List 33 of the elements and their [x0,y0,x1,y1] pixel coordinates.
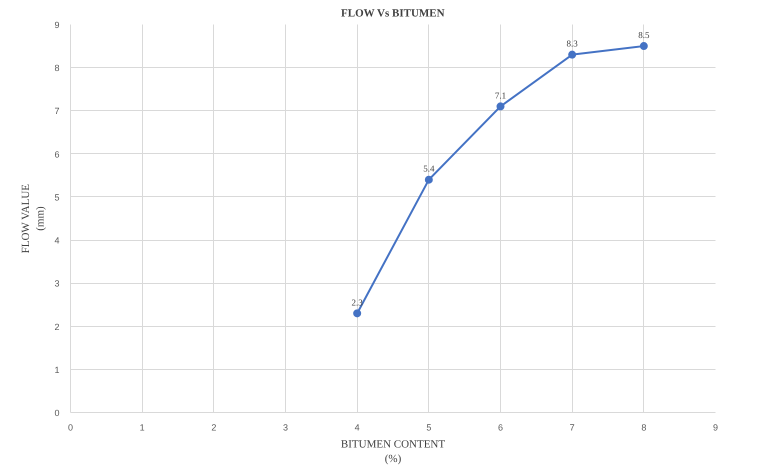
y-tick-label: 4 [54,236,60,246]
x-tick-label: 8 [641,422,646,432]
point [496,102,504,110]
x-tick-label: 6 [498,422,504,432]
y-tick-label: 8 [54,63,60,74]
y-tick-label: 7 [54,106,60,116]
x-tick-label: 3 [282,422,288,432]
x-tick-label: 7 [570,422,575,432]
data-label: 2.3 [352,297,364,308]
point [424,176,433,184]
y-tick-label: 5 [54,192,60,202]
x-tick-label: 0 [68,422,74,432]
data-label: 8.3 [566,38,578,49]
point [640,42,648,50]
y-tick-label: 3 [54,278,60,289]
x-tick-label: 9 [712,422,718,432]
data-label: 8.5 [638,30,650,40]
y-tick-label: 9 [54,20,60,30]
y-tick-label: 1 [54,364,60,375]
data-label: 7.1 [494,90,506,100]
y-tick-label: 2 [54,322,60,332]
data-label: 5.4 [423,164,435,174]
y-tick-label: 6 [54,149,60,160]
y-axis-title: FLOW VALUE (mm) [20,184,46,254]
y-tick-label: 0 [54,408,60,418]
point [568,50,576,59]
point [353,309,362,318]
x-tick-label: 5 [426,422,432,432]
x-axis-title: BITUMEN CONTENT (%) [340,438,446,465]
x-tick-label: 1 [140,422,145,432]
x-tick-label: 4 [354,422,360,432]
x-tick-label: 2 [211,422,216,432]
chart-title: FLOW Vs BITUMEN [341,8,445,20]
